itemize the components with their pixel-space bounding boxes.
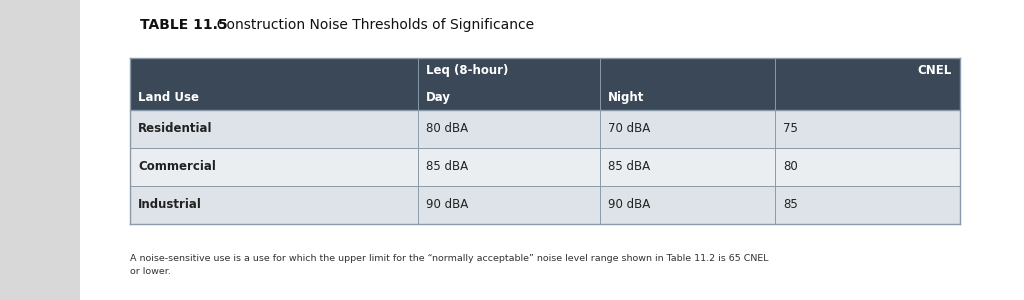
Text: 80: 80: [783, 160, 798, 173]
Text: Residential: Residential: [138, 122, 213, 136]
Text: A noise-sensitive use is a use for which the upper limit for the “normally accep: A noise-sensitive use is a use for which…: [130, 254, 768, 276]
Bar: [130, 148, 961, 186]
Bar: [130, 186, 961, 224]
Text: Construction Noise Thresholds of Significance: Construction Noise Thresholds of Signifi…: [208, 18, 535, 32]
Text: 85 dBA: 85 dBA: [426, 160, 468, 173]
Text: TABLE 11.5: TABLE 11.5: [140, 18, 227, 32]
Text: Night: Night: [608, 91, 644, 104]
Text: 80 dBA: 80 dBA: [426, 122, 468, 136]
Text: 85 dBA: 85 dBA: [608, 160, 650, 173]
Text: 70 dBA: 70 dBA: [608, 122, 650, 136]
Text: 75: 75: [783, 122, 798, 136]
Text: 90 dBA: 90 dBA: [608, 199, 650, 212]
Text: CNEL: CNEL: [918, 64, 952, 77]
Text: Industrial: Industrial: [138, 199, 202, 212]
Bar: [130, 110, 961, 148]
Text: Commercial: Commercial: [138, 160, 216, 173]
Bar: [130, 58, 961, 110]
Text: 90 dBA: 90 dBA: [426, 199, 468, 212]
Text: Day: Day: [426, 91, 451, 104]
Text: Land Use: Land Use: [138, 91, 199, 104]
Text: Leq (8-hour): Leq (8-hour): [426, 64, 508, 77]
Text: 85: 85: [783, 199, 798, 212]
